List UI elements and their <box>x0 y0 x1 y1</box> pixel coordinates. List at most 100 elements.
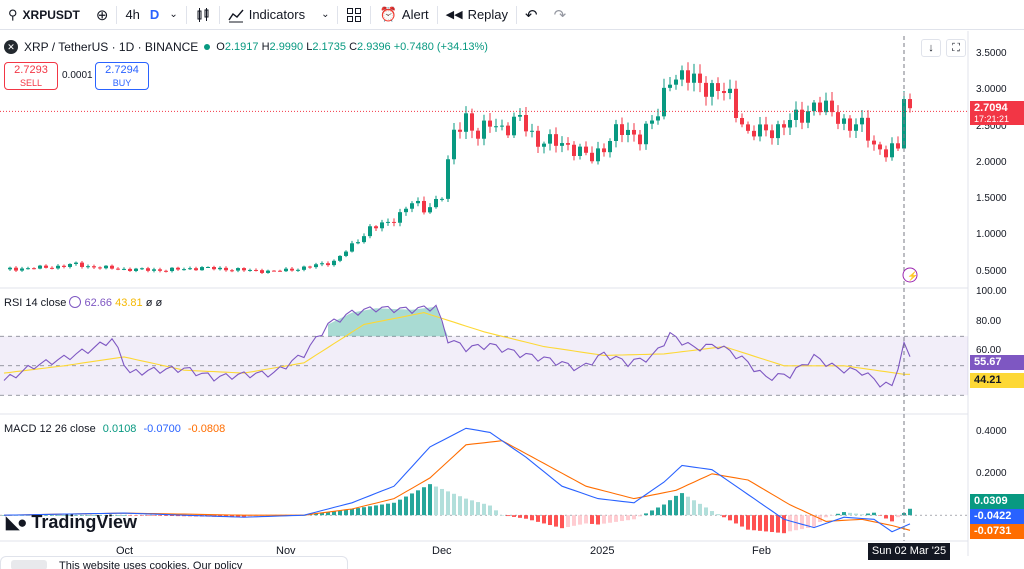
compare-symbol-button[interactable]: ⊕ <box>88 0 117 30</box>
candle-down <box>422 200 426 213</box>
layouts-button[interactable] <box>338 0 370 30</box>
macd-hist-bar <box>392 502 396 516</box>
pair-title[interactable]: XRP / TetherUS · 1D · BINANCE <box>24 40 199 54</box>
alert-button[interactable]: ⏰ Alert <box>371 0 436 30</box>
low-label: L <box>306 41 313 53</box>
candle-up <box>350 243 354 252</box>
buy-button[interactable]: 2.7294 BUY <box>95 62 149 90</box>
candle-up <box>530 130 534 132</box>
macd-hist-bar <box>758 515 762 531</box>
macd-hist-bar <box>662 504 666 516</box>
macd-hist-bar <box>500 515 504 516</box>
macd-hist-bar <box>812 515 816 527</box>
candle-up <box>812 102 816 112</box>
indicators-dropdown[interactable]: ⌄ <box>313 0 337 30</box>
macd-hist-bar <box>626 515 630 521</box>
candle-up <box>668 84 672 88</box>
macd-hist-bar <box>572 515 576 526</box>
toolbar-divider <box>337 5 339 24</box>
macd-hist-bar <box>428 484 432 516</box>
candle-down <box>872 140 876 145</box>
macd-hist-bar <box>380 504 384 516</box>
candle-down <box>116 268 120 270</box>
candle-down <box>272 270 276 272</box>
macd-tick-label: 0.2000 <box>976 467 1007 479</box>
tradingview-logo[interactable]: ◣● TradingView <box>6 512 137 533</box>
candle-up <box>302 266 306 270</box>
macd-hist-bar <box>86 515 90 516</box>
event-marker-glyph: ⚡ <box>907 270 918 282</box>
sell-button[interactable]: 2.7293 SELL <box>4 62 58 90</box>
price-tick-label: 3.0000 <box>976 84 1007 96</box>
close-label: C <box>349 41 358 53</box>
macd-hist-bar <box>398 499 402 516</box>
macd-hist-bar <box>872 512 876 516</box>
candle-down <box>254 269 258 271</box>
alarm-clock-icon: ⏰ <box>379 6 397 22</box>
toolbar-divider <box>185 5 187 24</box>
macd-hist-bar <box>452 493 456 516</box>
macd-hist-bar <box>362 507 366 516</box>
replay-button[interactable]: ◀◀ Replay <box>438 0 516 30</box>
macd-histogram <box>0 484 968 534</box>
toolbar-divider <box>516 5 518 24</box>
candle-down <box>128 268 132 272</box>
macd-hist-bar <box>752 515 756 531</box>
candle-up <box>74 262 78 264</box>
candles-icon <box>197 7 209 22</box>
candle-up <box>182 269 186 271</box>
chart-type-button[interactable] <box>187 0 219 30</box>
macd-hist-bar <box>632 515 636 520</box>
redo-button[interactable]: ↷ <box>546 0 575 30</box>
candle-up <box>320 263 324 265</box>
chevron-down-icon: ⌄ <box>169 9 178 20</box>
rsi-extra-values: ø ø <box>145 297 163 309</box>
candle-down <box>50 267 54 269</box>
maximize-pane-button[interactable]: ⛶ <box>946 39 966 57</box>
interval-4h-button[interactable]: 4h <box>117 0 147 30</box>
macd-hist-bar <box>596 515 600 525</box>
candle-up <box>842 118 846 124</box>
macd-title[interactable]: MACD 12 26 close <box>4 423 96 435</box>
candle-down <box>716 83 720 92</box>
candle-down <box>722 91 726 94</box>
scroll-down-button[interactable]: ↓ <box>921 39 941 57</box>
candle-down <box>686 70 690 83</box>
candle-up <box>236 268 240 271</box>
macd-hist-bar <box>404 496 408 516</box>
toolbar-divider <box>370 5 372 24</box>
interval-d-label: D <box>149 7 160 22</box>
macd-hist-bar <box>356 508 360 516</box>
symbol-search[interactable]: ⚲ XRPUSDT <box>0 0 88 30</box>
candle-up <box>122 268 126 270</box>
interval-d-button[interactable]: D <box>148 0 161 30</box>
indicators-button[interactable]: Indicators <box>220 0 313 30</box>
macd-hist-bar <box>728 515 732 521</box>
macd-hist-bar <box>770 515 774 533</box>
chart-canvas[interactable]: ⚡ <box>0 31 1024 556</box>
macd-hist-bar <box>488 505 492 516</box>
macd-hist-bar <box>602 515 606 524</box>
candle-up <box>776 124 780 139</box>
macd-hist-bar <box>614 515 618 522</box>
banner-thumbnail <box>11 560 47 569</box>
rsi-title[interactable]: RSI 14 close <box>4 297 67 309</box>
undo-button[interactable]: ↶ <box>517 0 546 30</box>
macd-hist-bar <box>782 515 786 534</box>
brand-name: TradingView <box>31 512 138 532</box>
banner-text: This website uses cookies. Our policy <box>59 560 243 569</box>
candle-up <box>152 269 156 271</box>
macd-hist-bar <box>314 513 318 516</box>
candle-up <box>86 266 90 268</box>
candle-down <box>734 88 738 118</box>
candle-up <box>512 116 516 136</box>
macd-tick-label: 0.4000 <box>976 426 1007 438</box>
sell-label: SELL <box>19 78 43 88</box>
main-legend: ✕ XRP / TetherUS · 1D · BINANCE O2.1917 … <box>4 40 488 54</box>
macd-hist-bar <box>734 515 738 524</box>
interval-dropdown[interactable]: ⌄ <box>161 0 185 30</box>
macd-hist-bar <box>116 515 120 516</box>
candle-up <box>860 117 864 125</box>
high-label: H <box>261 41 270 53</box>
macd-hist-bar <box>446 491 450 516</box>
